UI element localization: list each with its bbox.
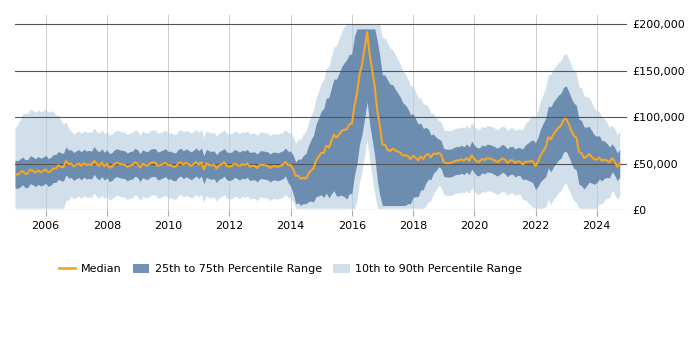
Median [256, 163, 264, 167]
Median [363, 30, 371, 34]
Line: Median: Median [15, 32, 620, 179]
Median [299, 176, 307, 180]
Median [72, 163, 80, 167]
Median [435, 151, 443, 155]
Median [615, 161, 624, 166]
Median [297, 177, 305, 181]
Median [536, 153, 545, 157]
Legend: Median, 25th to 75th Percentile Range, 10th to 90th Percentile Range: Median, 25th to 75th Percentile Range, 1… [54, 259, 527, 279]
Median [10, 172, 19, 176]
Median [488, 157, 496, 161]
